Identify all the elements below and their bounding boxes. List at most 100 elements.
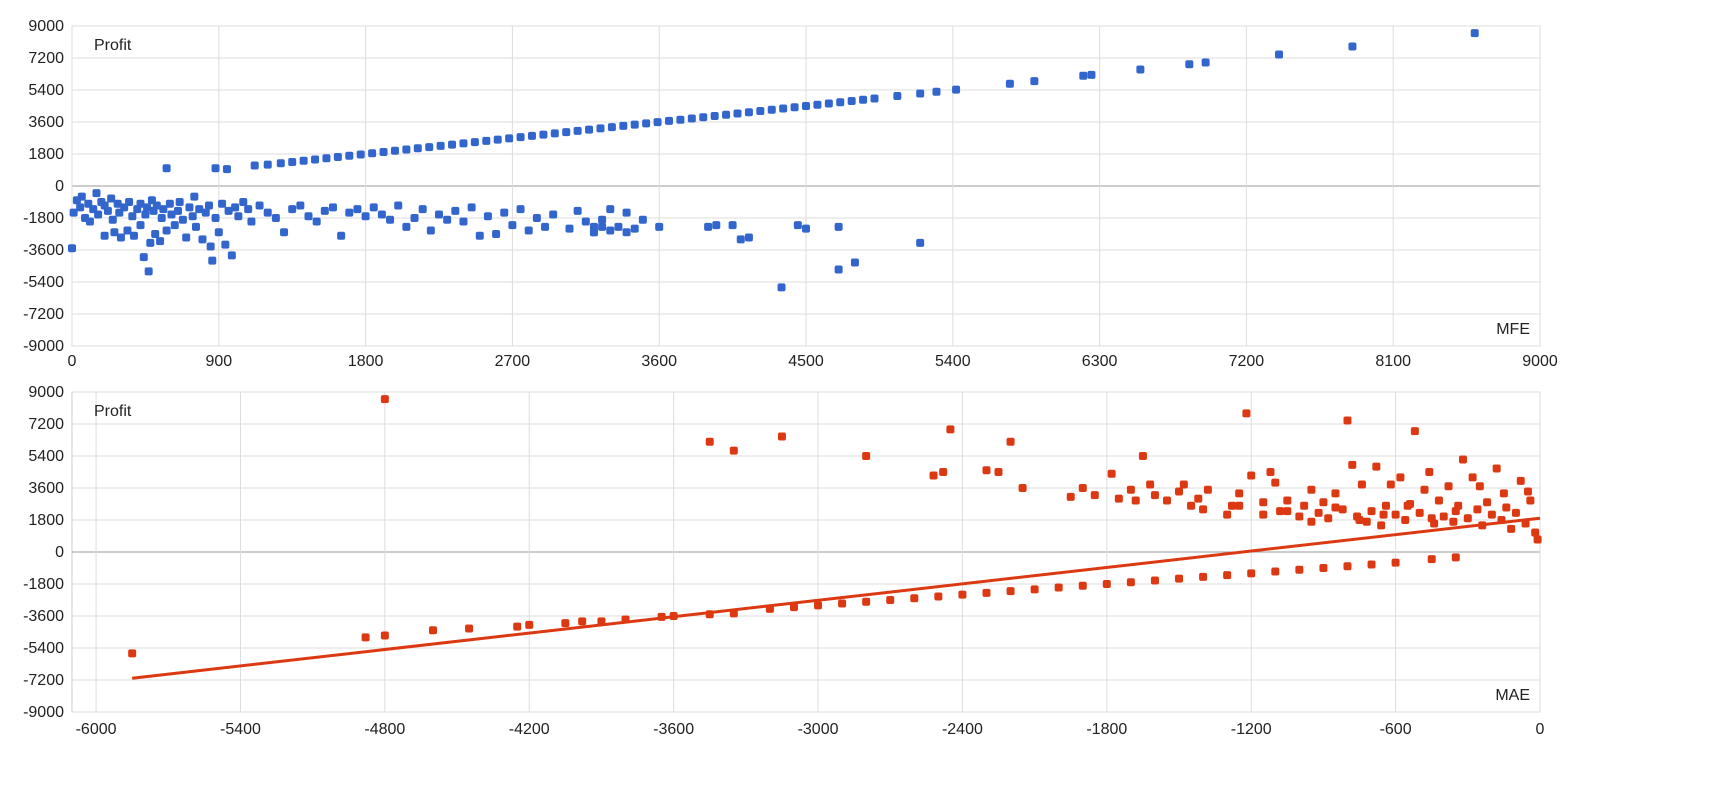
- y-tick-label: 9000: [28, 384, 64, 401]
- x-tick-label: 0: [68, 353, 77, 370]
- data-point: [1150, 491, 1159, 500]
- data-point: [1030, 77, 1039, 86]
- data-point: [413, 144, 422, 153]
- data-point: [224, 206, 233, 215]
- data-point: [573, 126, 582, 135]
- data-point: [182, 233, 191, 242]
- data-point: [847, 97, 856, 106]
- data-point: [638, 215, 647, 224]
- data-point: [470, 138, 479, 147]
- data-point: [214, 228, 223, 237]
- data-point: [834, 265, 843, 274]
- data-point: [862, 597, 871, 606]
- data-point: [1185, 60, 1194, 69]
- data-point: [244, 205, 253, 214]
- data-point: [596, 124, 605, 133]
- data-point: [744, 108, 753, 117]
- data-point: [1386, 480, 1395, 489]
- data-point: [1223, 571, 1232, 580]
- data-point: [239, 198, 248, 206]
- data-point: [910, 594, 919, 603]
- data-point: [368, 149, 377, 158]
- data-point: [333, 153, 342, 162]
- data-point: [402, 145, 411, 154]
- data-point: [379, 148, 388, 157]
- data-point: [736, 235, 745, 244]
- data-point: [1499, 489, 1508, 498]
- data-point: [814, 601, 823, 610]
- data-point: [886, 596, 895, 604]
- data-point: [1377, 521, 1386, 530]
- data-point: [622, 208, 631, 217]
- data-point: [129, 231, 138, 240]
- data-point: [562, 128, 571, 137]
- data-point: [311, 155, 320, 164]
- data-point: [227, 251, 236, 260]
- data-point: [1005, 79, 1014, 88]
- x-tick-label: -600: [1380, 721, 1412, 738]
- data-point: [1492, 464, 1501, 473]
- data-point: [1283, 507, 1292, 516]
- data-point: [1531, 528, 1540, 537]
- data-point: [573, 206, 582, 215]
- y-tick-label: -1800: [23, 210, 64, 227]
- data-point: [777, 432, 786, 441]
- data-point: [1449, 517, 1458, 526]
- data-point: [606, 205, 615, 214]
- data-point: [205, 201, 214, 210]
- data-point: [578, 617, 587, 626]
- data-point: [143, 203, 152, 212]
- data-point: [165, 199, 174, 208]
- data-point: [1271, 567, 1280, 576]
- data-point: [1235, 489, 1244, 498]
- data-point: [1381, 501, 1390, 510]
- data-point: [1018, 484, 1027, 492]
- data-point: [263, 208, 272, 217]
- data-point: [581, 217, 590, 226]
- data-point: [107, 194, 116, 203]
- data-point: [793, 221, 802, 230]
- data-point: [1283, 496, 1292, 505]
- data-point: [1276, 507, 1285, 516]
- data-point: [1227, 501, 1236, 510]
- data-point: [767, 105, 776, 114]
- data-point: [380, 631, 389, 640]
- data-point: [1199, 505, 1208, 514]
- y-tick-label: 1800: [28, 512, 64, 529]
- data-point: [1078, 484, 1087, 492]
- data-point: [500, 208, 509, 217]
- data-point: [128, 212, 137, 221]
- data-point: [353, 205, 362, 214]
- data-point: [1468, 473, 1477, 482]
- data-point: [836, 98, 845, 107]
- data-point: [221, 240, 230, 249]
- data-point: [146, 238, 155, 247]
- data-point: [1338, 505, 1347, 514]
- data-point: [929, 471, 938, 480]
- data-point: [394, 201, 403, 210]
- data-point: [1348, 460, 1357, 469]
- data-point: [1401, 516, 1410, 524]
- data-point: [1451, 507, 1460, 516]
- data-point: [467, 203, 476, 212]
- data-point: [425, 143, 434, 152]
- data-point: [380, 395, 389, 404]
- data-point: [1079, 71, 1088, 80]
- data-point: [958, 590, 967, 599]
- data-point: [1175, 574, 1184, 583]
- data-point: [1372, 462, 1381, 471]
- data-point: [1030, 585, 1039, 594]
- data-point: [606, 226, 615, 235]
- data-point: [1425, 468, 1434, 476]
- data-point: [195, 205, 204, 214]
- data-point: [170, 221, 179, 230]
- data-point: [1146, 480, 1155, 489]
- data-point: [946, 425, 955, 434]
- data-point: [1102, 580, 1111, 588]
- y-tick-label: 5400: [28, 448, 64, 465]
- data-point: [1126, 485, 1135, 494]
- data-point: [1367, 560, 1376, 569]
- data-point: [838, 599, 847, 608]
- data-point: [1362, 517, 1371, 526]
- x-tick-label: 5400: [935, 353, 971, 370]
